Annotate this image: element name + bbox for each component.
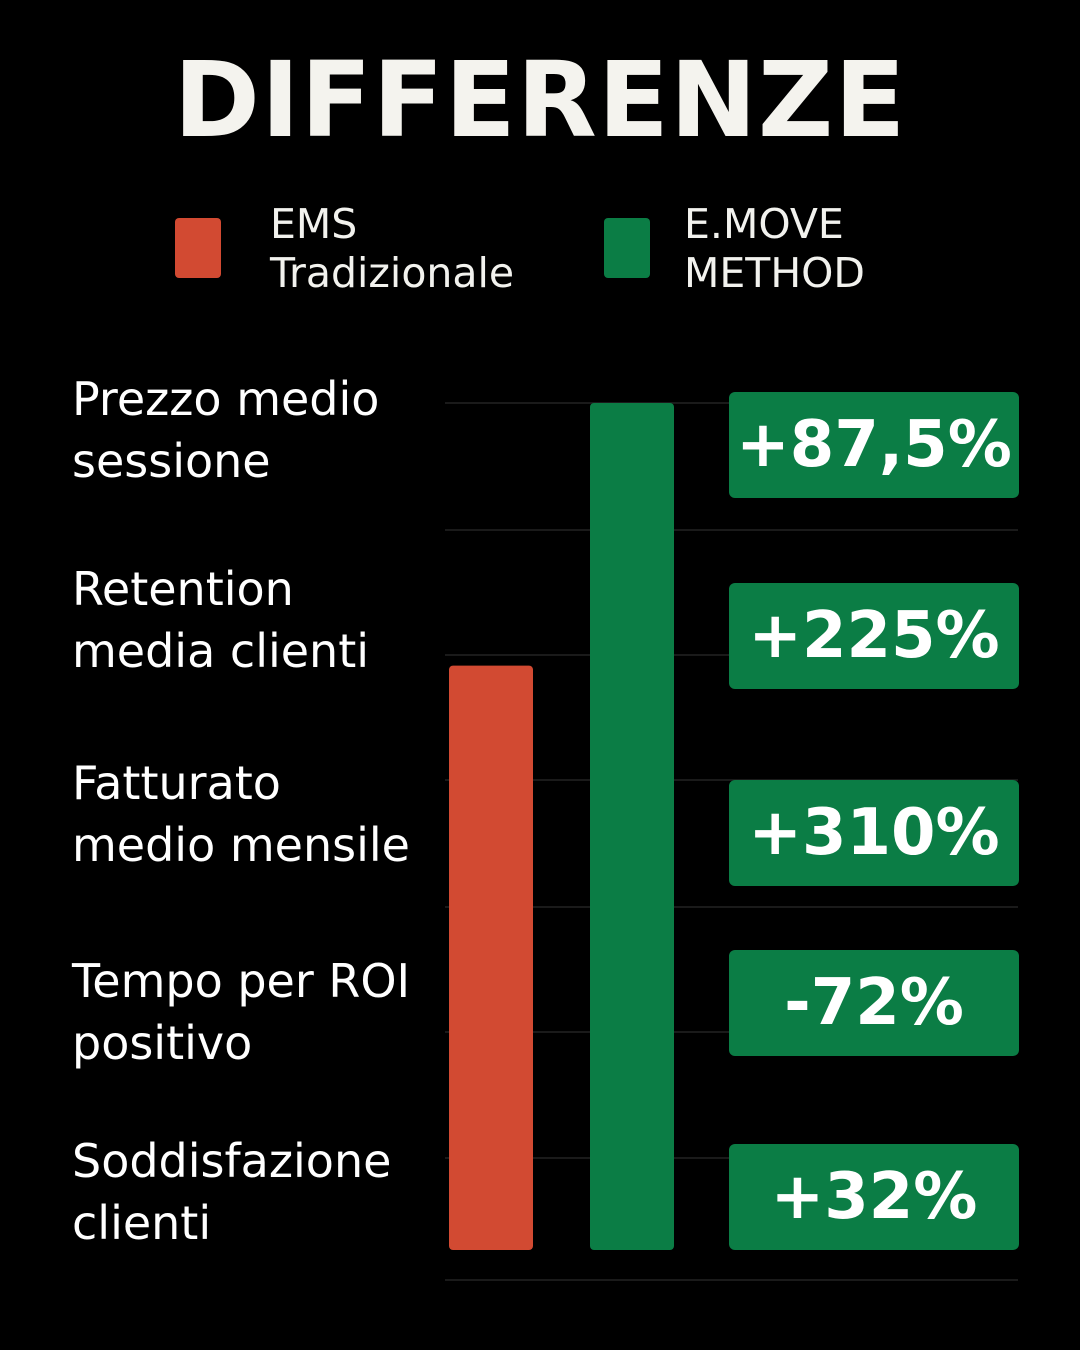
percentage-badge: +225% — [729, 583, 1019, 689]
percentage-badge: +87,5% — [729, 392, 1019, 498]
legend-label-emove: E.MOVE METHOD — [684, 200, 865, 297]
bar-ems-tradizionale — [449, 665, 533, 1250]
percentage-badge: +310% — [729, 780, 1019, 886]
category-label: Fatturato medio mensile — [72, 756, 410, 872]
chart-title: DIFFERENZE — [173, 39, 907, 161]
percentage-badge: +32% — [729, 1144, 1019, 1250]
legend-swatch-emove — [604, 218, 650, 278]
bar-emove-method — [590, 403, 674, 1250]
category-label: Prezzo medio sessione — [72, 372, 380, 488]
legend-label-ems: EMS Tradizionale — [270, 200, 515, 297]
percentage-badge: -72% — [729, 950, 1019, 1056]
category-label: Tempo per ROI positivo — [72, 954, 411, 1070]
category-label: Soddisfazione clienti — [72, 1134, 392, 1250]
legend-swatch-ems — [175, 218, 221, 278]
category-label: Retention media clienti — [72, 562, 370, 678]
